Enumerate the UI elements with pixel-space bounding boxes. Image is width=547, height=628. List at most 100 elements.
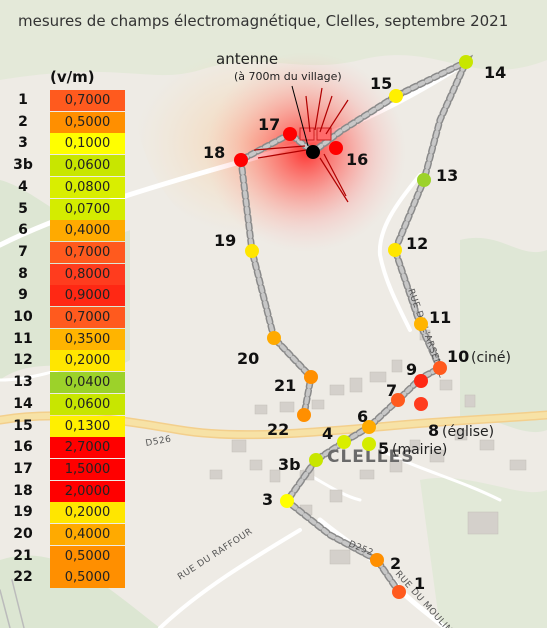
measurement-point-13 [417,173,431,187]
point-label: 15 [370,74,392,93]
point-label: 21 [274,376,296,395]
legend-point-id: 9 [18,287,28,304]
measurement-point-10 [433,361,447,375]
legend-value: 0,0600 [50,393,125,415]
point-label: 4 [322,424,333,443]
point-label: 3b [278,455,301,474]
town-name: CLELLES [327,447,414,467]
measurement-point-4 [337,435,351,449]
legend-point-id: 16 [13,439,33,456]
legend-point-id: 8 [18,265,28,282]
legend-point-id: 21 [13,547,33,564]
emission-arrow [323,153,347,197]
legend-row: 12 0,2000 [0,350,126,372]
point-label: 22 [267,420,289,439]
point-label: 18 [203,143,225,162]
legend-value: 0,4000 [50,524,125,545]
legend-row: 7 0,7000 [0,241,126,264]
point-label: 2 [390,554,401,573]
measurement-point-3b [309,453,323,467]
legend-row: 13 0,0400 [0,372,126,394]
emitter-box [299,127,315,141]
legend-row: 19 0,2000 [0,502,126,524]
legend-row: 18 2,0000 [0,480,126,503]
legend-value: 2,7000 [50,437,125,459]
legend-value: 0,7000 [50,90,125,111]
legend-value: 0,0400 [50,372,125,394]
measurement-point-22 [297,408,311,422]
measurement-point-3 [280,494,294,508]
measurement-point-7 [391,393,405,407]
legend-point-id: 13 [13,374,33,391]
legend-row: 5 0,0700 [0,198,126,221]
legend-point-id: 19 [13,504,33,521]
legend-row: 22 0,5000 [0,567,126,589]
legend-point-id: 10 [13,309,33,325]
legend-value: 0,7000 [50,307,125,328]
measurement-point-8 [414,397,428,411]
legend-value: 0,9000 [50,285,125,307]
legend-point-id: 5 [18,200,28,217]
legend-row: 11 0,3500 [0,328,126,351]
legend-row: 21 0,5000 [0,545,126,568]
measurement-point-12 [388,243,402,257]
legend-point-id: 17 [13,460,33,477]
legend-row: 4 0,0800 [0,176,126,199]
measurement-point-11 [414,317,428,331]
legend-value: 0,0600 [50,155,125,177]
legend-row: 3 0,1000 [0,133,126,155]
measurement-route [237,54,474,596]
legend-point-id: 3b [13,157,33,174]
emission-arrow [257,149,307,159]
legend-value: 0,1300 [50,415,125,437]
legend-value: 0,5000 [50,111,125,133]
antenna-pointer [291,85,309,147]
legend-value: 0,0700 [50,198,125,220]
legend-point-id: 14 [13,395,33,412]
point-label: 8 [428,421,439,440]
point-note: (église) [442,424,494,440]
legend-row: 14 0,0600 [0,393,126,416]
legend-value: 0,1000 [50,133,125,155]
legend-row: 3b 0,0600 [0,155,126,177]
point-label: 17 [258,115,280,134]
measurement-point-18 [234,153,248,167]
legend-value: 0,4000 [50,220,125,242]
antenna-label: antenne [216,50,278,68]
point-label: 19 [214,231,236,250]
legend-point-id: 18 [13,482,33,499]
measurement-point-14 [459,55,473,69]
legend-row: 8 0,8000 [0,263,126,286]
measurement-point-15 [389,89,403,103]
village-buildings [209,329,527,565]
legend-point-id: 22 [13,569,33,586]
legend-unit: (v/m) [50,68,95,86]
legend-value: 0,7000 [50,241,125,263]
legend-point-id: 20 [13,526,33,542]
point-label: 16 [346,150,368,169]
legend-point-id: 7 [18,243,28,260]
map-title: mesures de champs électromagnétique, Cle… [18,12,509,30]
legend-value: 0,5000 [50,545,125,567]
legend-value: 0,2000 [50,350,125,372]
legend-row: 1 0,7000 [0,90,126,112]
point-label: 11 [429,308,451,327]
legend-point-id: 1 [18,92,28,108]
point-label: 13 [436,166,458,185]
point-note: (mairie) [392,442,447,458]
emission-arrow [319,157,349,203]
point-label: 6 [357,407,368,426]
point-label: 7 [386,381,397,400]
measurement-points [234,55,473,599]
emission-arrow [305,95,311,133]
legend-point-id: 2 [18,113,28,130]
legend-row: 2 0,5000 [0,111,126,134]
legend-value: 0,5000 [50,567,125,589]
antenna-marker [306,145,320,159]
emission-arrow [319,95,333,133]
point-label: 3 [262,490,273,509]
measurement-point-21 [304,370,318,384]
emission-arrow [325,99,349,135]
